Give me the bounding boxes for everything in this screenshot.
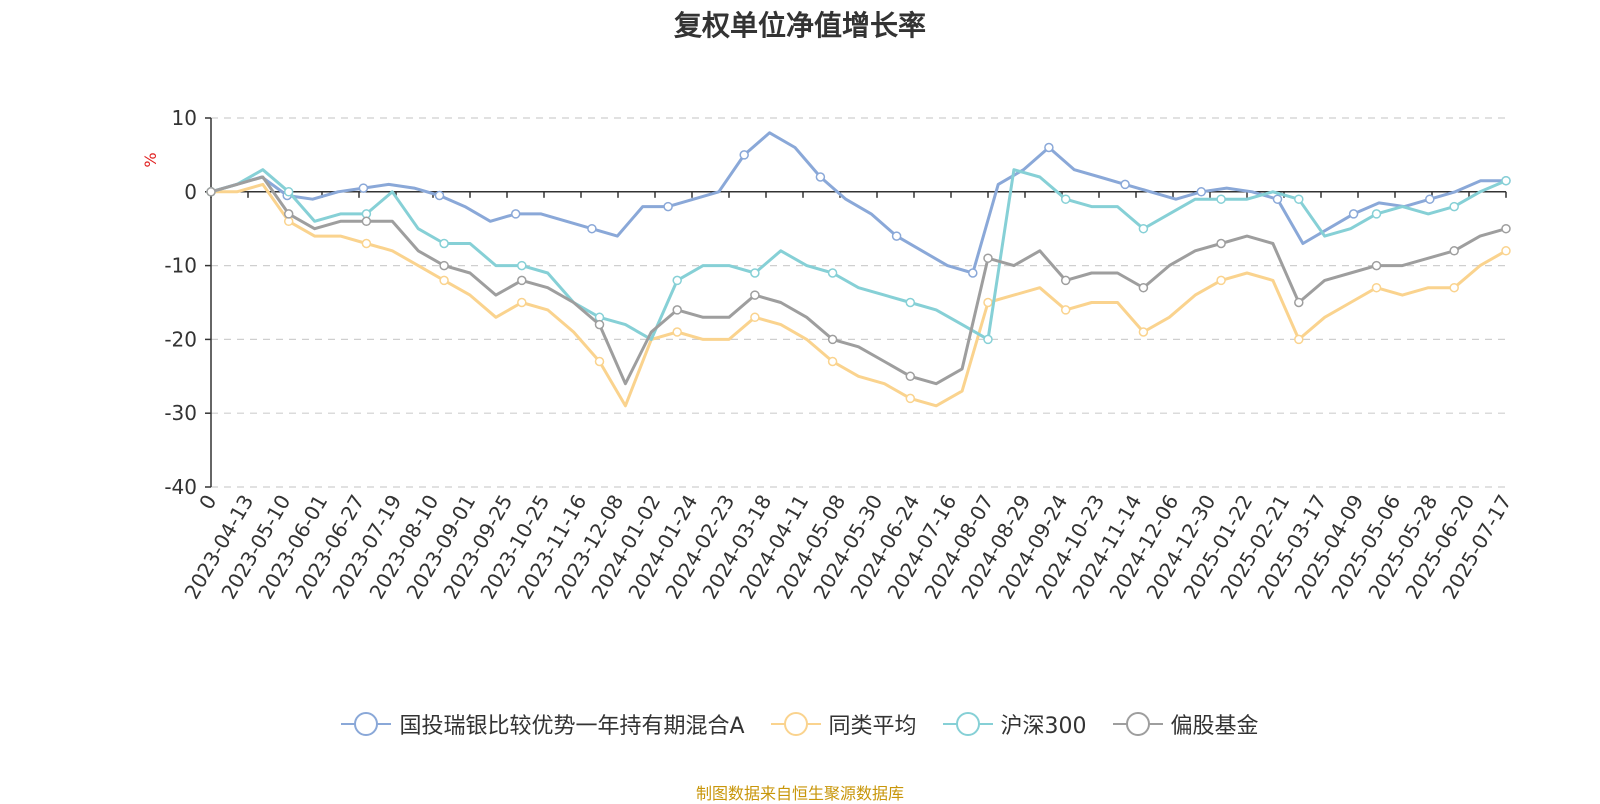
series-0-point	[739, 150, 749, 160]
series-3-point	[1294, 297, 1304, 308]
series-0-point	[968, 268, 978, 278]
series-1-point	[594, 356, 605, 367]
series-0-point	[1348, 209, 1359, 219]
series-2-point	[1060, 194, 1071, 204]
y-tick-label: 10	[172, 106, 197, 130]
y-tick-label: -40	[164, 475, 197, 499]
series-1-point	[439, 275, 449, 286]
series-3-point	[1138, 282, 1149, 293]
series-3-point	[1371, 260, 1382, 271]
legend-swatch-icon	[1112, 712, 1163, 736]
series-line-2	[210, 168, 1507, 341]
series-0-point	[1044, 142, 1054, 153]
series-1-point	[1294, 334, 1304, 345]
series-3-point	[672, 305, 682, 315]
y-tick-label: -10	[164, 254, 197, 278]
series-1-point	[983, 297, 993, 308]
series-0-point	[815, 172, 826, 182]
series-1-point	[827, 356, 838, 367]
series-line-3	[210, 175, 1507, 386]
series-0-point	[1120, 179, 1130, 190]
series-2-point	[672, 275, 682, 286]
series-2-point	[283, 187, 294, 197]
series-3-point	[1449, 246, 1459, 256]
series-0-point	[663, 201, 673, 212]
series-1-point	[1501, 246, 1511, 256]
series-1-point	[750, 312, 760, 323]
series-1-point	[517, 297, 527, 308]
series-1-point	[1371, 282, 1382, 293]
legend-swatch-icon	[942, 712, 993, 736]
legend-item-1[interactable]: 同类平均	[770, 708, 917, 740]
legend-swatch-icon	[770, 712, 821, 736]
series-1-point	[361, 238, 372, 249]
series-3-point	[827, 334, 838, 345]
legend: 国投瑞银比较优势一年持有期混合A 同类平均 沪深300 偏股基金	[0, 708, 1600, 740]
gridlines	[205, 117, 1507, 488]
series-lines	[206, 131, 1511, 408]
series-2-point	[1216, 194, 1226, 204]
legend-swatch-icon	[341, 712, 392, 736]
series-line-1	[211, 182, 1507, 408]
series-0-point	[1425, 194, 1435, 204]
series-3-point	[750, 290, 760, 300]
series-3-point	[517, 275, 527, 286]
series-2-point	[1449, 201, 1459, 212]
y-tick-label: -30	[164, 401, 197, 425]
series-2-point	[1138, 223, 1149, 234]
series-1-point	[905, 393, 916, 404]
line-chart: % 10 0 -10 -20 -30 -40 02023-04-132023-05-102…	[141, 106, 1516, 604]
series-3-point	[1216, 238, 1226, 249]
legend-label: 同类平均	[828, 714, 917, 739]
x-tick-labels: 02023-04-132023-05-102023-06-012023-06-2…	[179, 491, 1516, 604]
series-1-point	[672, 327, 682, 337]
legend-item-0[interactable]: 国投瑞银比较优势一年持有期混合A	[341, 708, 745, 740]
series-3-point	[439, 260, 449, 271]
series-2-point	[1294, 194, 1304, 204]
series-0-point	[434, 190, 445, 201]
source-note: 制图数据来自恒生聚源数据库	[695, 784, 904, 803]
series-3-point	[983, 253, 993, 263]
series-3-point	[1060, 275, 1071, 286]
series-3-point	[905, 371, 916, 382]
x-tick-label: 0	[194, 491, 221, 514]
series-3-point	[361, 216, 372, 227]
series-3-point	[206, 187, 216, 197]
y-tick-label: 0	[184, 180, 197, 204]
series-0-point	[358, 183, 369, 193]
series-line-0	[210, 131, 1506, 275]
series-2-point	[983, 334, 993, 345]
legend-label: 偏股基金	[1170, 714, 1259, 739]
y-tick-labels: 10 0 -10 -20 -30 -40	[164, 106, 197, 499]
series-3-point	[1501, 223, 1511, 234]
legend-item-2[interactable]: 沪深300	[942, 708, 1087, 740]
series-2-point	[517, 260, 527, 271]
legend-label: 国投瑞银比较优势一年持有期混合A	[399, 714, 745, 739]
series-2-point	[750, 268, 760, 278]
legend-item-3[interactable]: 偏股基金	[1112, 708, 1259, 740]
series-2-point	[1371, 209, 1382, 219]
series-0-point	[1272, 194, 1283, 204]
series-0-point	[1196, 187, 1207, 197]
series-0-point	[587, 223, 597, 234]
y-tick-label: -20	[164, 327, 197, 351]
series-1-point	[1216, 275, 1226, 286]
series-1-point	[1449, 282, 1459, 293]
chart-title: 复权单位净值增长率	[673, 9, 926, 42]
series-2-point	[1501, 175, 1511, 186]
series-2-point	[439, 238, 449, 249]
series-3-point	[594, 319, 605, 330]
series-2-point	[827, 268, 838, 278]
series-0-point	[891, 231, 902, 241]
series-3-point	[283, 209, 294, 219]
y-axis-label: %	[141, 152, 160, 167]
series-0-point	[510, 209, 521, 219]
legend-label: 沪深300	[1000, 714, 1087, 739]
series-2-point	[905, 297, 916, 308]
series-1-point	[1138, 327, 1149, 337]
series-1-point	[1060, 305, 1071, 315]
